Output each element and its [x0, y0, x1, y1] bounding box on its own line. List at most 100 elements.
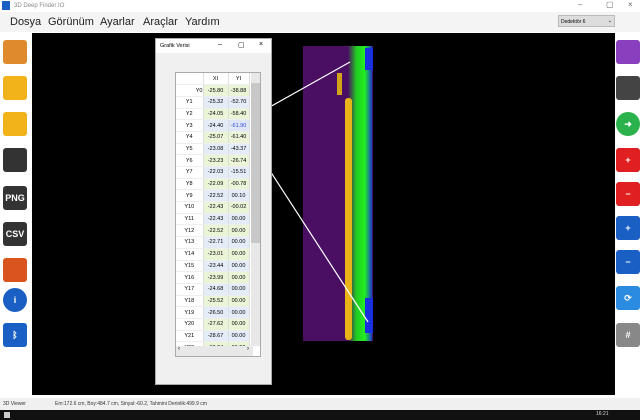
table-row[interactable]: Y5 -23.08 -43.37	[176, 143, 250, 156]
cell-x[interactable]: -23.08	[203, 143, 229, 156]
cell-y[interactable]: -52.70	[228, 96, 250, 109]
table-row[interactable]: Y21 -28.67 00.00	[176, 330, 250, 343]
cell-y[interactable]: 00.00	[228, 283, 250, 296]
row-header[interactable]: Y2	[176, 108, 204, 121]
row-header[interactable]: Y0	[176, 84, 204, 97]
right-toolbar-button-7[interactable]: ⟳	[616, 286, 640, 310]
right-toolbar-button-4[interactable]: −	[616, 182, 640, 206]
cell-x[interactable]: -26.50	[203, 306, 229, 319]
row-header[interactable]: Y17	[176, 283, 204, 296]
device-select[interactable]: Dedektör 6 ⌄	[558, 15, 615, 27]
cell-x[interactable]: -25.07	[203, 131, 229, 144]
dialog-close-button[interactable]: ×	[259, 41, 264, 48]
left-toolbar-button-0[interactable]	[3, 40, 27, 64]
table-row[interactable]: Y14 -23.01 00.00	[176, 248, 250, 261]
cell-x[interactable]: -22.43	[203, 201, 229, 214]
left-toolbar-button-4[interactable]: PNG	[3, 186, 27, 210]
right-toolbar-button-5[interactable]: +	[616, 216, 640, 240]
cell-y[interactable]: 00.10	[228, 189, 250, 203]
data-grid[interactable]: XI YI Y0 -25.80 -38.88 Y1 -25.32 -52.70 Y2 -24.…	[175, 72, 261, 357]
cell-x[interactable]: -25.52	[203, 295, 229, 308]
row-header[interactable]: Y14	[176, 248, 204, 261]
table-row[interactable]: Y13 -22.71 00.00	[176, 236, 250, 249]
cell-y[interactable]: 00.00	[228, 318, 250, 331]
cell-y[interactable]: -61.40	[228, 131, 250, 144]
cell-x[interactable]: -22.52	[203, 224, 229, 238]
row-header[interactable]: Y9	[176, 189, 204, 203]
left-toolbar-button-7[interactable]: i	[3, 288, 27, 312]
left-toolbar-button-2[interactable]	[3, 112, 27, 136]
row-header[interactable]: Y21	[176, 330, 204, 343]
close-button[interactable]: ×	[628, 0, 633, 9]
minimize-button[interactable]: –	[578, 0, 583, 9]
row-header[interactable]: Y16	[176, 271, 204, 284]
column-header-x[interactable]: XI	[203, 73, 229, 86]
right-toolbar-button-1[interactable]	[616, 76, 640, 100]
table-row[interactable]: Y16 -23.99 00.00	[176, 271, 250, 284]
maximize-button[interactable]: ▢	[606, 0, 614, 9]
cell-x[interactable]: -22.09	[203, 178, 229, 191]
table-row[interactable]: Y12 -22.52 00.00	[176, 224, 250, 238]
table-row[interactable]: Y18 -25.52 00.00	[176, 295, 250, 308]
row-header[interactable]: Y12	[176, 224, 204, 238]
cell-x[interactable]: -23.99	[203, 271, 229, 284]
cell-y[interactable]: 00.00	[228, 224, 250, 238]
right-toolbar-button-2[interactable]: ➜	[616, 112, 640, 136]
cell-x[interactable]: -25.80	[203, 84, 229, 97]
menu-ayarlar[interactable]: Ayarlar	[100, 16, 135, 28]
row-header[interactable]: Y10	[176, 201, 204, 214]
cell-x[interactable]: -23.01	[203, 248, 229, 261]
row-header[interactable]: Y8	[176, 178, 204, 191]
cell-y[interactable]: -43.37	[228, 143, 250, 156]
cell-x[interactable]: -22.03	[203, 166, 229, 179]
cell-y[interactable]: 00.00	[228, 271, 250, 284]
table-row[interactable]: Y2 -24.05 -58.40	[176, 108, 250, 121]
cell-x[interactable]: -22.52	[203, 189, 229, 203]
menu-dosya[interactable]: Dosya	[10, 16, 42, 28]
table-row[interactable]: Y7 -22.03 -15.51	[176, 166, 250, 179]
table-row[interactable]: Y20 -27.62 00.00	[176, 318, 250, 331]
3d-viewer-canvas[interactable]	[32, 33, 615, 395]
table-row[interactable]: Y8 -22.09 -00.78	[176, 178, 250, 191]
cell-x[interactable]: -28.67	[203, 330, 229, 343]
cell-y[interactable]: -61.90	[228, 119, 250, 132]
right-toolbar-button-0[interactable]	[616, 40, 640, 64]
row-header[interactable]: Y3	[176, 119, 204, 132]
row-header[interactable]: Y19	[176, 306, 204, 319]
menu-gorunum[interactable]: Görünüm	[48, 16, 94, 28]
row-header[interactable]: Y13	[176, 236, 204, 249]
cell-y[interactable]: 00.00	[228, 213, 250, 226]
row-header[interactable]: Y5	[176, 143, 204, 156]
cell-y[interactable]: -15.51	[228, 166, 250, 179]
table-row[interactable]: Y19 -26.50 00.00	[176, 306, 250, 319]
row-header[interactable]: Y7	[176, 166, 204, 179]
row-header[interactable]: Y1	[176, 96, 204, 109]
menu-yardim[interactable]: Yardım	[185, 16, 220, 28]
cell-y[interactable]: 00.00	[228, 330, 250, 343]
cell-y[interactable]: 00.00	[228, 260, 250, 273]
right-toolbar-button-6[interactable]: −	[616, 250, 640, 274]
cell-y[interactable]: -00.78	[228, 178, 250, 191]
vertical-scrollbar[interactable]	[251, 73, 260, 346]
cell-x[interactable]: -24.40	[203, 119, 229, 132]
cell-y[interactable]: 00.00	[228, 295, 250, 308]
dialog-minimize-button[interactable]: –	[218, 41, 222, 48]
table-row[interactable]: Y6 -23.23 -26.74	[176, 154, 250, 167]
right-toolbar-button-8[interactable]: #	[616, 323, 640, 347]
table-row[interactable]: Y9 -22.52 00.10	[176, 189, 250, 203]
column-header-y[interactable]: YI	[228, 73, 250, 86]
table-row[interactable]: Y10 -22.43 -00.02	[176, 201, 250, 214]
cell-y[interactable]: 00.00	[228, 236, 250, 249]
cell-x[interactable]: -24.05	[203, 108, 229, 121]
row-header[interactable]: Y11	[176, 213, 204, 226]
dialog-maximize-button[interactable]: ▢	[238, 42, 245, 49]
table-row[interactable]: Y17 -24.68 00.00	[176, 283, 250, 296]
left-toolbar-button-1[interactable]	[3, 76, 27, 100]
table-row[interactable]: Y11 -22.43 00.00	[176, 213, 250, 226]
row-header[interactable]: Y15	[176, 260, 204, 273]
menu-araclar[interactable]: Araçlar	[143, 16, 178, 28]
table-row[interactable]: Y1 -25.32 -52.70	[176, 96, 250, 109]
cell-x[interactable]: -25.32	[203, 96, 229, 109]
cell-x[interactable]: -23.44	[203, 260, 229, 273]
left-toolbar-button-8[interactable]: ᛒ	[3, 323, 27, 347]
